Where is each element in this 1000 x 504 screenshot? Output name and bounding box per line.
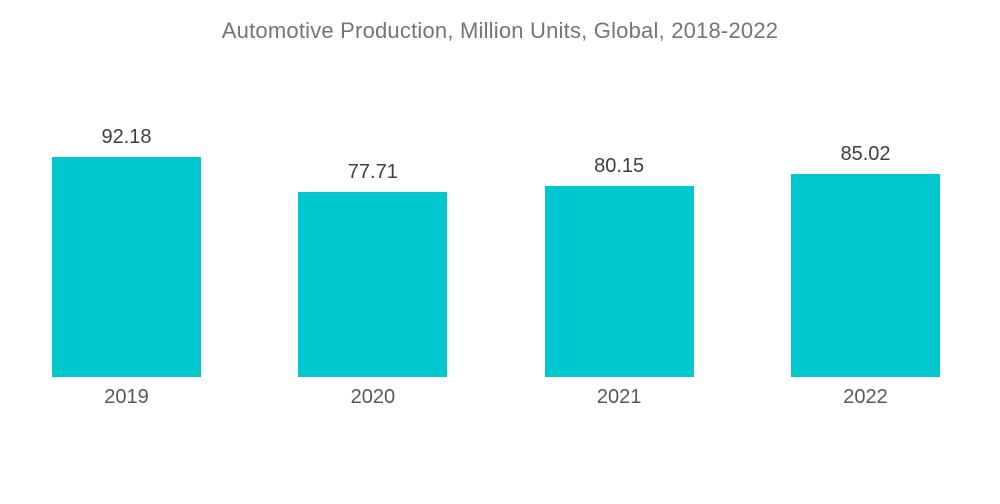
bar-group-2022: 85.02 2022 — [790, 143, 940, 408]
category-label-2021: 2021 — [596, 386, 642, 408]
value-label-2021: 80.15 — [594, 154, 645, 177]
bar-2020: 77.71 2020 — [298, 161, 448, 408]
bar-2019: 92.18 2019 — [52, 126, 201, 408]
value-label-2022: 85.02 — [840, 143, 891, 166]
plot-area: 92.18 2019 77.71 2020 80.15 2021 85.02 2… — [52, 126, 940, 408]
bar-2021: 80.15 2021 — [544, 155, 694, 408]
bar-group-2021: 80.15 2021 — [544, 155, 694, 408]
bar-2022: 85.02 2022 — [790, 143, 940, 408]
category-label-2019: 2019 — [104, 386, 149, 408]
value-label-2020: 77.71 — [347, 160, 398, 183]
category-label-2020: 2020 — [350, 386, 396, 408]
value-label-2019: 92.18 — [101, 126, 152, 148]
category-label-2022: 2022 — [843, 386, 888, 408]
bar-group-2020: 77.71 2020 — [298, 157, 448, 408]
chart-title: Automotive Production, Million Units, Gl… — [221, 18, 779, 43]
bar-group-2019: 92.18 2019 — [52, 126, 201, 408]
